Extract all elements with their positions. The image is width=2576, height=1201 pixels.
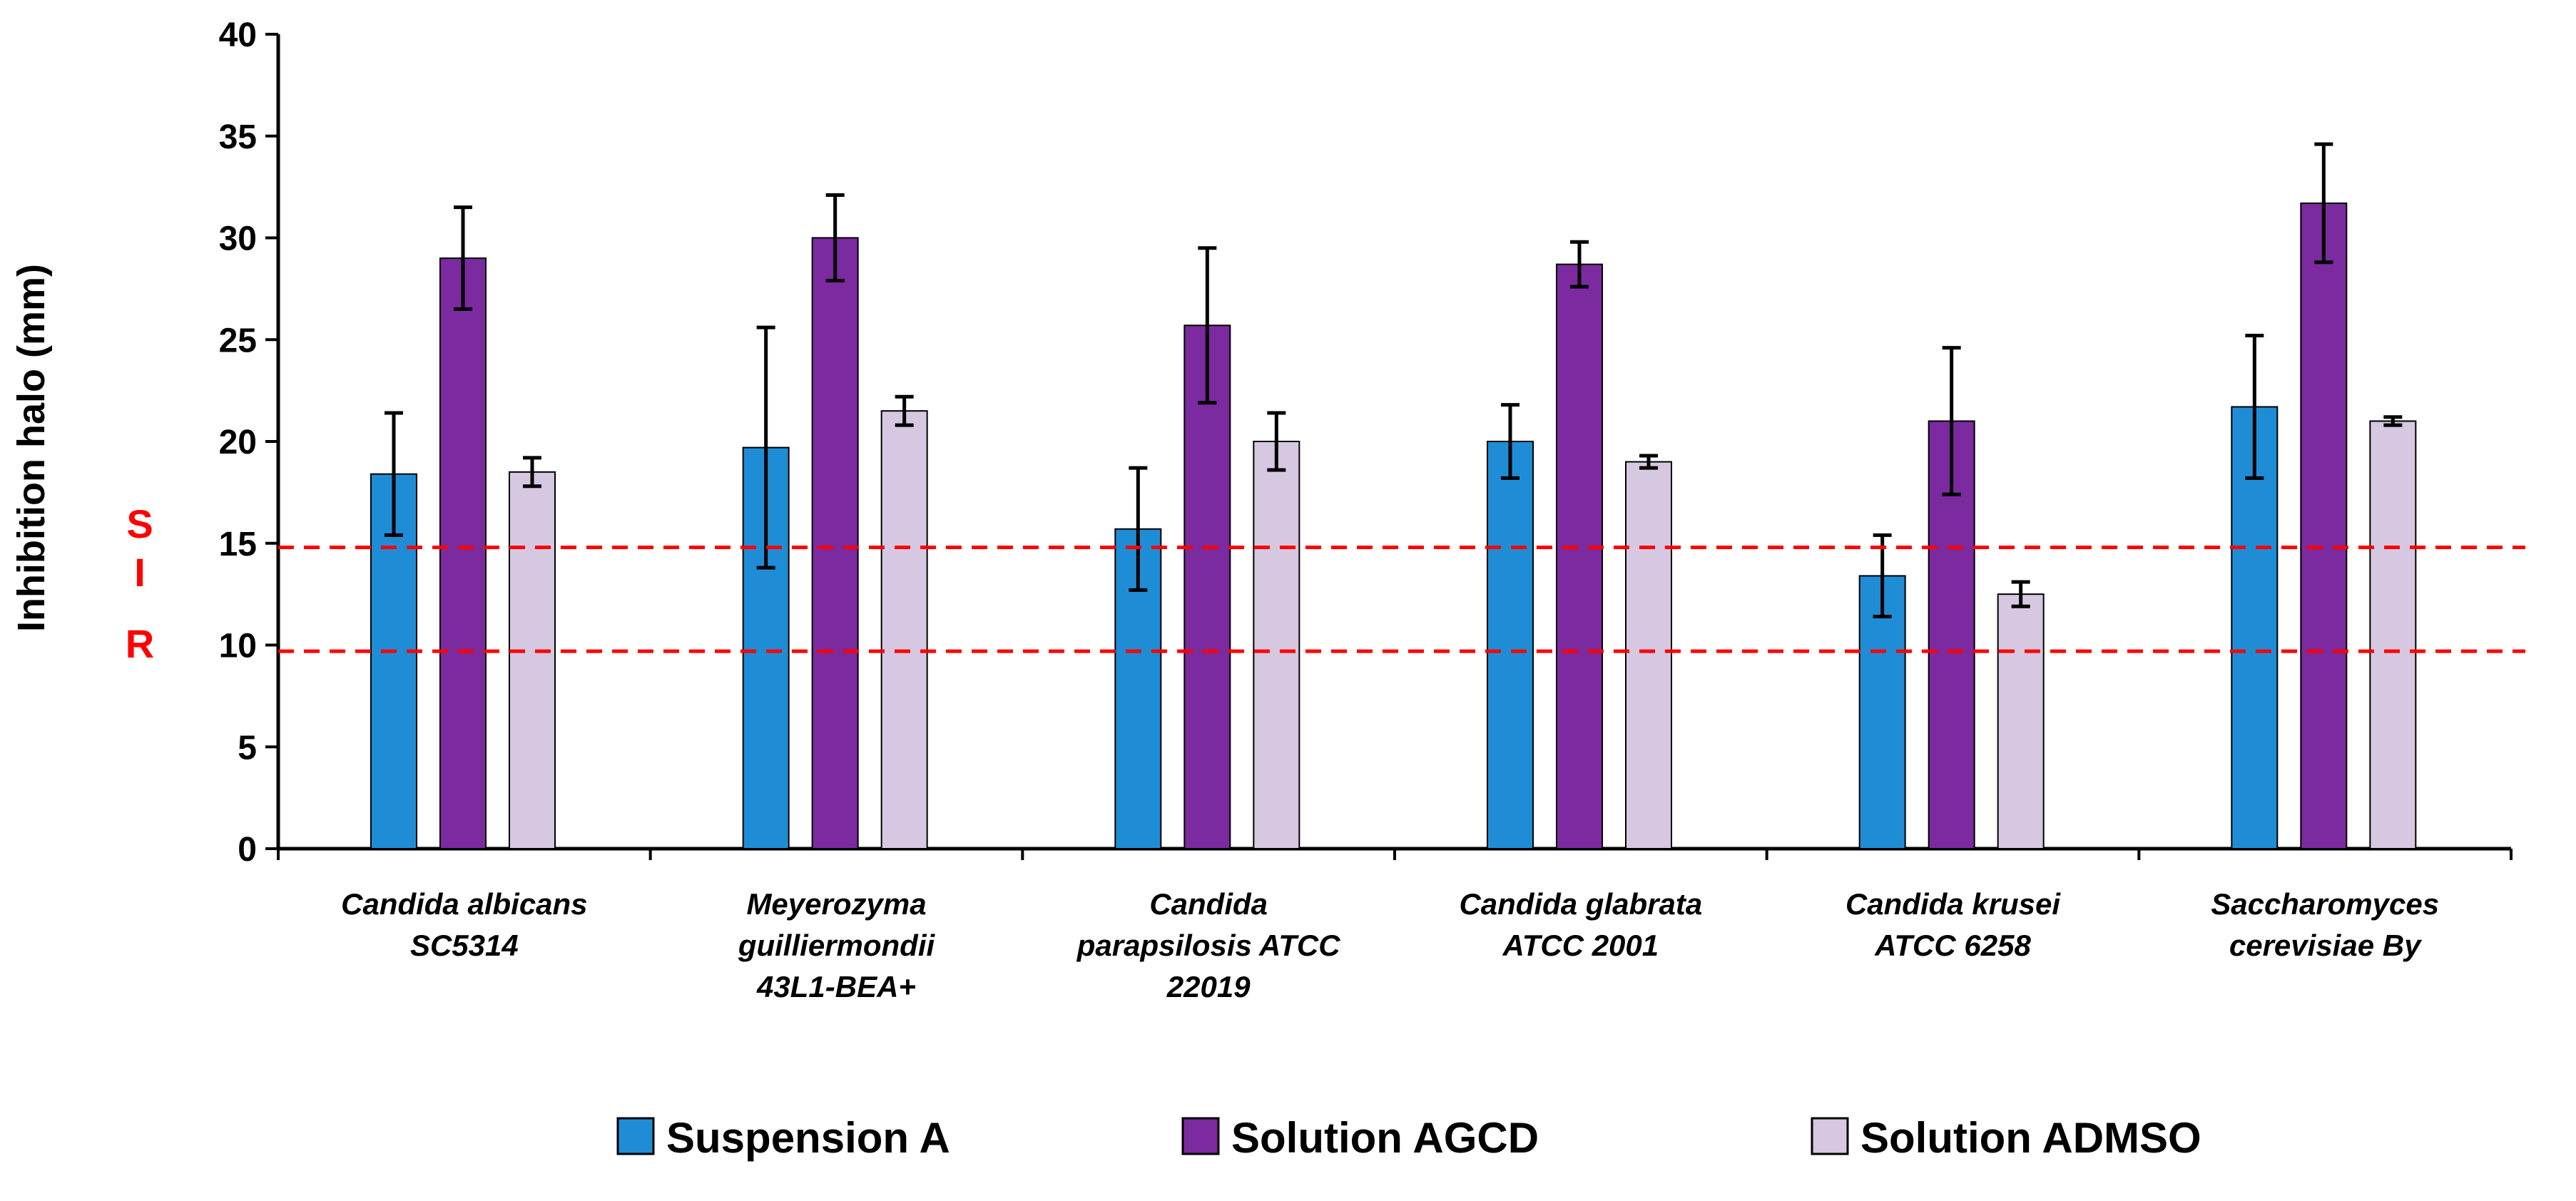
plot-area: 0 5 10 15 20 25 30 35 40 Candida albicans SC5314 Me… [126,16,2525,1003]
x-tick-label: Candida krusei ATCC 6258 [1846,887,2061,962]
bar [811,237,859,849]
bar [1183,324,1231,849]
sir-label: S [126,501,153,546]
legend-swatch [616,1117,655,1155]
legend: Suspension A Solution AGCD Solution ADMSO [616,1114,2201,1162]
y-tick-label: 10 [219,628,257,665]
bar [1556,263,1603,849]
y-tick-label: 25 [219,322,257,359]
bar [2369,420,2417,849]
y-tick-label: 5 [238,729,257,767]
x-tick-label-line: Candida [1149,887,1268,921]
legend-label: Suspension A [666,1114,950,1162]
y-tick-label: 20 [219,424,257,461]
bar [2300,202,2348,849]
x-tick-label-line: 43L1-BEA+ [756,970,916,1003]
bar [1253,441,1300,849]
bar [1858,575,1906,849]
x-tick-label-line: SC5314 [410,929,519,962]
bar [2231,406,2279,849]
x-tick-label-line: Candida glabrata [1459,887,1702,921]
x-tick-label-line: Candida krusei [1846,887,2061,921]
y-tick-label: 0 [238,831,257,869]
x-tick-label: Candida parapsilosis ATCC 22019 [1076,887,1340,1003]
x-tick-label: Meyerozyma guilliermondii 43L1-BEA+ [738,887,936,1003]
x-tick-label-line: guilliermondii [738,929,936,962]
bar [1487,441,1534,849]
x-tick-label: Saccharomyces cerevisiae By [2211,887,2439,962]
y-tick-label: 35 [219,118,257,156]
bar [439,257,487,849]
legend-swatch [1181,1117,1220,1155]
legend-label: Solution AGCD [1231,1114,1539,1162]
x-tick-label-line: Saccharomyces [2211,887,2439,921]
y-tick-label: 15 [219,526,257,563]
x-tick-label: Candida albicans SC5314 [341,887,587,962]
bar [1625,461,1672,849]
bar [1997,593,2045,849]
legend-swatch [1811,1117,1849,1155]
x-tick-label-line: parapsilosis ATCC [1076,929,1340,962]
y-tick-label: 30 [219,220,257,258]
x-tick-label-line: Candida albicans [341,887,587,921]
sir-label: I [134,550,146,595]
x-tick-label: Candida glabrata ATCC 2001 [1459,887,1702,962]
x-tick-label-line: ATCC 2001 [1502,929,1659,962]
x-tick-label-line: cerevisiae By [2229,929,2423,962]
x-tick-label-line: 22019 [1166,970,1251,1003]
bar [880,410,928,849]
y-axis-label: Inhibition halo (mm) [10,264,53,632]
y-tick-label: 40 [219,16,257,54]
bar [509,471,556,849]
x-tick-label-line: ATCC 6258 [1874,929,2031,962]
sir-label: R [126,621,154,666]
x-tick-label-line: Meyerozyma [746,887,926,921]
legend-label: Solution ADMSO [1860,1114,2201,1162]
